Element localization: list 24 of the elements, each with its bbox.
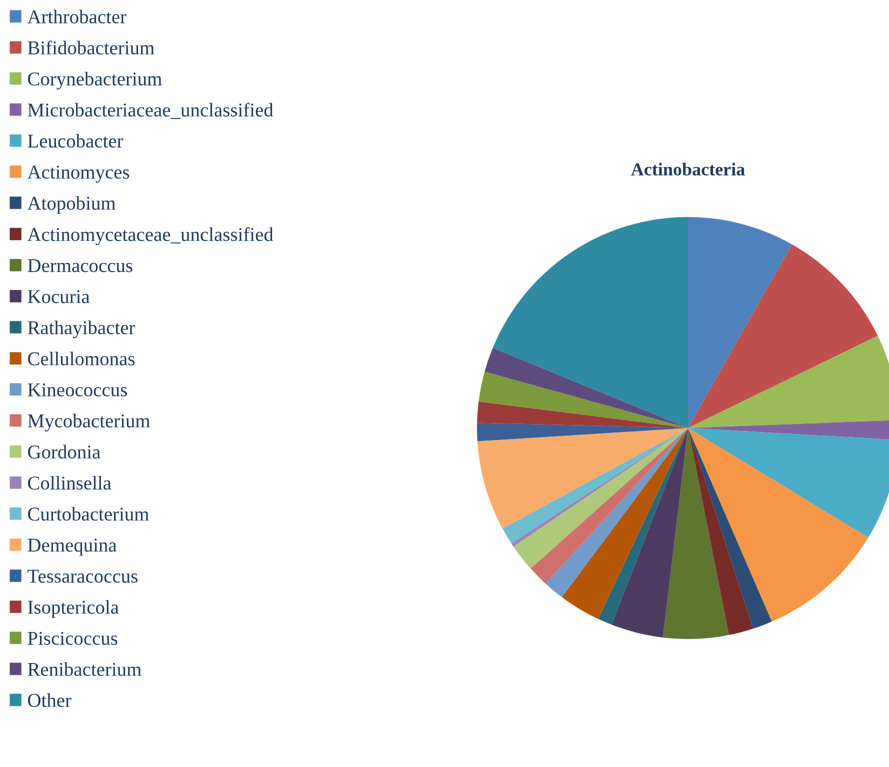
legend-label: Curtobacterium xyxy=(28,507,149,521)
legend-label: Demequina xyxy=(28,538,117,556)
legend-label: Leucobacter xyxy=(28,134,124,148)
legend-label: Corynebacterium xyxy=(28,72,162,90)
legend-label: Collinsella xyxy=(28,476,112,490)
legend-label: Piscicoccus xyxy=(28,632,118,645)
legend-label: Arthrobacter xyxy=(27,10,126,24)
legend-label: Kocuria xyxy=(28,290,90,304)
legend-label: Isoptericola xyxy=(28,600,119,618)
legend-label: Other xyxy=(28,693,72,707)
legend-label: Kineococcus xyxy=(28,383,127,396)
legend-label: Microbacteriaceae_unclassified xyxy=(28,102,274,119)
legend-label: Actinomycetaceae_unclassified xyxy=(27,227,274,246)
legend-label: Gordonia xyxy=(28,444,100,459)
legend-label: Tessaracoccus xyxy=(28,570,138,583)
legend-label: Renibacterium xyxy=(28,662,142,676)
text: Actinobacteria xyxy=(631,162,745,176)
legend-label: Atopobium xyxy=(27,196,116,214)
legend-label: Actinomyces xyxy=(27,166,130,183)
legend-label: Mycobacterium xyxy=(28,414,150,432)
legend-label: Cellulomonas xyxy=(28,352,135,366)
legend-label: Rathayibacter xyxy=(28,320,136,338)
legend-label: Bifidobacterium xyxy=(28,40,154,54)
legend-label: Dermacoccus xyxy=(28,259,132,272)
